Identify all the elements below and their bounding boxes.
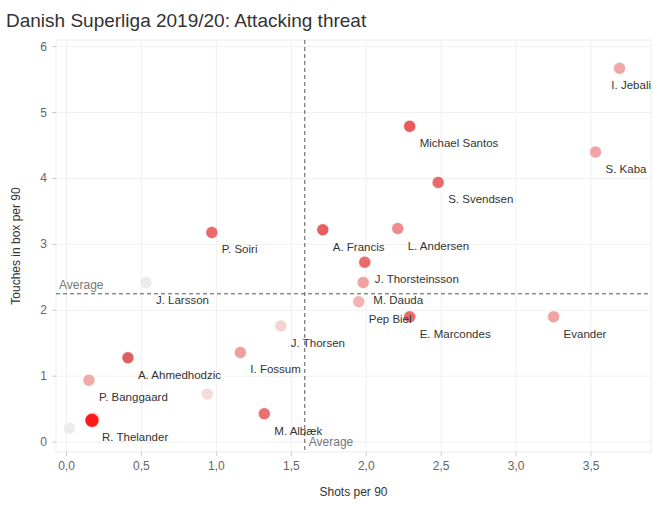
x-tick-label: 1,5	[283, 459, 300, 473]
tick-mark	[591, 452, 592, 456]
point-label: L. Andersen	[408, 240, 469, 252]
point-label: S. Kaba	[606, 163, 648, 175]
point	[234, 346, 246, 358]
tick-mark	[52, 442, 56, 443]
point-label: Michael Santos	[420, 137, 499, 149]
y-tick-label: 6	[40, 40, 47, 54]
average-label: Average	[59, 278, 104, 292]
x-tick-label: 3,5	[583, 459, 600, 473]
tick-mark	[52, 178, 56, 179]
grid-line	[56, 310, 651, 311]
point	[275, 320, 287, 332]
x-tick-label: 0,0	[58, 459, 75, 473]
grid-line	[56, 112, 651, 113]
tick-mark	[216, 452, 217, 456]
point-label: P. Banggaard	[99, 391, 168, 403]
point	[140, 277, 152, 289]
x-tick-label: 2,0	[358, 459, 375, 473]
average-line	[304, 40, 305, 452]
grid-line	[56, 46, 651, 47]
tick-mark	[52, 112, 56, 113]
y-tick-label: 3	[40, 237, 47, 251]
y-tick-label: 2	[40, 303, 47, 317]
point-label: E. Marcondes	[420, 328, 491, 340]
y-tick-label: 5	[40, 106, 47, 120]
point	[548, 311, 560, 323]
point-label: M. Dauda	[373, 294, 423, 306]
point	[392, 223, 404, 235]
tick-mark	[52, 244, 56, 245]
grid-line	[591, 40, 592, 452]
point-label: P. Soiri	[222, 243, 258, 255]
point	[357, 277, 369, 289]
tick-mark	[66, 452, 67, 456]
y-tick-label: 1	[40, 369, 47, 383]
point-label: R. Thelander	[102, 431, 168, 443]
point	[258, 408, 270, 420]
x-tick-label: 0,5	[133, 459, 150, 473]
point-label: I. Jebali	[611, 79, 651, 91]
average-label: Average	[309, 435, 354, 449]
plot-area	[56, 40, 651, 452]
point	[85, 413, 99, 427]
title: Danish Superliga 2019/20: Attacking thre…	[6, 10, 367, 31]
grid-line	[516, 40, 517, 452]
point	[353, 296, 365, 308]
point	[432, 176, 444, 188]
x-tick-label: 3,0	[508, 459, 525, 473]
point	[201, 388, 213, 400]
point	[206, 226, 218, 238]
tick-mark	[366, 452, 367, 456]
tick-mark	[441, 452, 442, 456]
grid-line	[291, 40, 292, 452]
point	[404, 120, 416, 132]
point	[122, 352, 134, 364]
y-tick-label: 4	[40, 171, 47, 185]
tick-mark	[52, 376, 56, 377]
point	[63, 422, 75, 434]
point-label: J. Larsson	[156, 294, 209, 306]
x-tick-label: 2,5	[433, 459, 450, 473]
tick-mark	[291, 452, 292, 456]
point	[83, 374, 95, 386]
point-label: I. Fossum	[250, 363, 300, 375]
point-label: J. Thorsteinsson	[375, 273, 459, 285]
point-label: M. Albæk	[274, 425, 322, 437]
y-axis-label: Touches in box per 90	[9, 187, 23, 305]
point-label: J. Thorsen	[291, 337, 345, 349]
x-tick-label: 1,0	[208, 459, 225, 473]
tick-mark	[141, 452, 142, 456]
tick-mark	[52, 46, 56, 47]
chart: Danish Superliga 2019/20: Attacking thre…	[0, 0, 655, 507]
x-axis-label: Shots per 90	[319, 485, 387, 499]
point-label: Pep Biel	[369, 313, 412, 325]
point-label: S. Svendsen	[448, 193, 513, 205]
point	[317, 224, 329, 236]
y-tick-label: 0	[40, 435, 47, 449]
grid-line	[66, 40, 67, 452]
plot-frame	[56, 40, 651, 452]
point-labels: I. Jebali Michael Santos S. Kaba S. Svendse…	[99, 79, 651, 443]
point	[590, 146, 602, 158]
point	[359, 256, 371, 268]
average-line	[56, 293, 651, 294]
point-label: A. Francis	[333, 241, 385, 253]
tick-mark	[516, 452, 517, 456]
point-label: A. Ahmedhodzic	[138, 369, 221, 381]
grid-line	[56, 178, 651, 179]
grid-line	[216, 40, 217, 452]
point	[614, 62, 626, 74]
point-label: Evander	[564, 328, 607, 340]
tick-mark	[52, 310, 56, 311]
